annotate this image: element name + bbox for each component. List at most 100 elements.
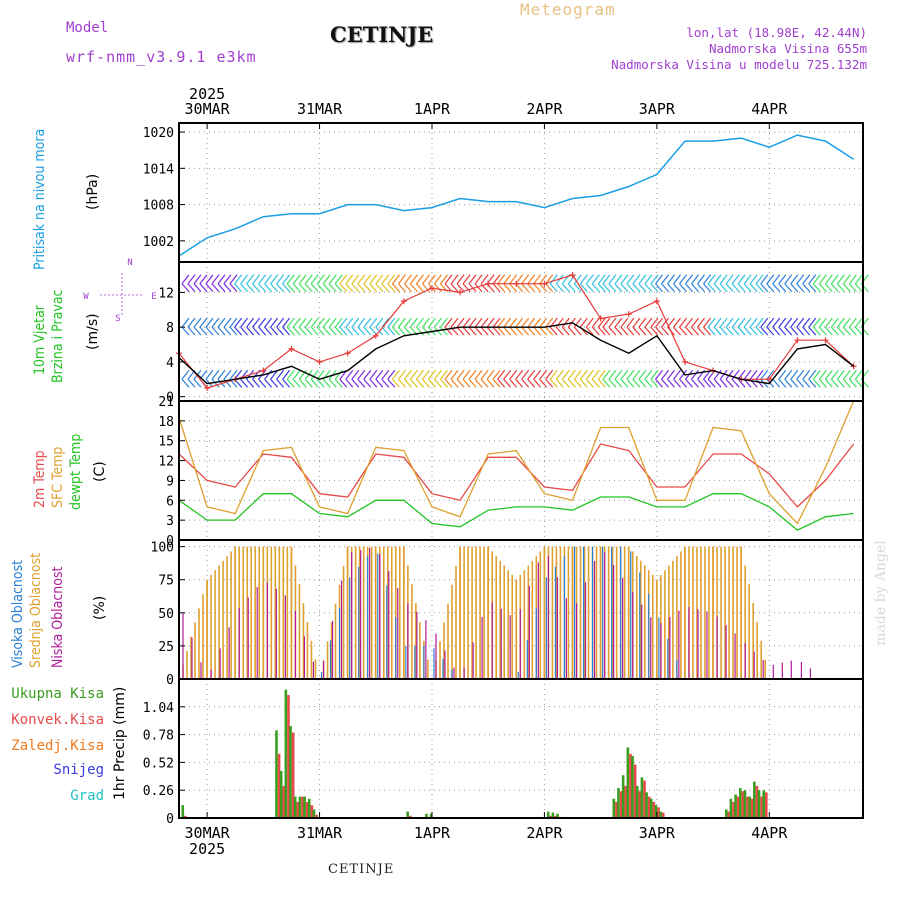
wind-direction-arrow: [755, 283, 764, 293]
wind-unit-label: (m/s): [85, 313, 101, 350]
precip-convective-bar: [661, 812, 665, 818]
precip-total-bar: [631, 755, 634, 818]
wind-direction-arrow: [796, 274, 805, 285]
wind-direction-arrow: [802, 369, 811, 380]
wind-direction-arrow: [304, 378, 313, 388]
wind-direction-arrow: [731, 317, 740, 328]
wind-direction-arrow: [276, 326, 285, 336]
wind-direction-arrow: [264, 317, 273, 328]
wind-direction-arrow: [223, 369, 232, 380]
wind-direction-arrow: [282, 378, 291, 388]
wind-direction-arrow: [440, 326, 448, 336]
wind-direction-arrow: [381, 378, 390, 388]
top-date-label: 31MAR: [297, 100, 343, 118]
precip-convective-bar: [277, 753, 281, 818]
wind-direction-arrow: [632, 274, 641, 285]
wind-direction-arrow: [620, 378, 629, 388]
wind-direction-arrow: [667, 378, 675, 388]
footer-station: CETINJE: [328, 862, 395, 877]
wind-direction-arrow: [766, 369, 775, 380]
wind-direction-arrow: [719, 378, 728, 388]
wind-direction-arrow: [270, 317, 279, 328]
wind-gust-marker: [372, 332, 379, 339]
wind-direction-arrow: [561, 283, 570, 293]
wind-direction-arrow: [468, 283, 477, 293]
wind-direction-arrow: [392, 378, 400, 388]
wind-direction-arrow: [351, 274, 360, 285]
wind-direction-arrow: [766, 274, 775, 285]
wind-direction-arrow: [229, 283, 238, 293]
wind-direction-arrow: [585, 283, 594, 293]
wind-direction-arrow: [655, 283, 663, 293]
wind-direction-arrow: [796, 317, 805, 328]
wind-direction-arrow: [462, 283, 471, 293]
wind-direction-arrow: [404, 326, 412, 336]
wind-direction-arrow: [421, 317, 430, 328]
station-elevation: Nadmorska Visina 655m: [708, 41, 867, 56]
wind-direction-arrow: [743, 317, 752, 328]
model-label: Model: [66, 20, 109, 36]
wind-axis-title-2: Brzina i Pravac: [50, 289, 66, 383]
precip-total-bar: [279, 770, 283, 818]
wind-direction-arrow: [573, 274, 582, 285]
wind-direction-arrow: [211, 274, 220, 285]
wind-direction-arrow: [369, 378, 378, 388]
wind-direction-arrow: [398, 326, 406, 336]
wind-direction-arrow: [644, 378, 653, 388]
wind-direction-arrow: [240, 326, 249, 336]
wind-direction-arrow: [334, 326, 343, 336]
wind-direction-arrow: [549, 326, 558, 336]
temperature-panel-frame: [178, 400, 864, 541]
wind-direction-arrow: [854, 274, 863, 285]
wind-direction-arrow: [416, 326, 424, 336]
wind-direction-arrow: [509, 283, 518, 293]
precip-convective-bar: [629, 753, 632, 818]
precip-total-bar: [738, 788, 742, 818]
wind-direction-arrow: [790, 274, 799, 285]
precip-total-bar: [762, 790, 766, 818]
wind-direction-arrow: [749, 283, 758, 293]
y-tick-label: 1.04: [143, 701, 174, 716]
compass-e-label: E: [151, 292, 156, 302]
wind-direction-arrow: [181, 283, 190, 293]
wind-direction-arrow: [650, 317, 659, 328]
wind-direction-arrow: [211, 369, 220, 380]
wind-direction-arrow: [357, 326, 366, 336]
wind-direction-arrow: [240, 378, 249, 388]
precip-total-bar: [734, 794, 737, 818]
wind-direction-arrow: [854, 326, 863, 336]
wind-direction-arrow: [252, 283, 261, 293]
wind-direction-arrow: [737, 283, 746, 293]
wind-direction-arrow: [252, 378, 261, 388]
wind-direction-arrow: [614, 378, 623, 388]
precip-convective-bar: [315, 814, 318, 818]
wind-direction-arrow: [339, 317, 348, 328]
wind-direction-arrow: [778, 369, 787, 380]
precip-total-bar: [425, 813, 428, 818]
wind-direction-arrow: [462, 378, 471, 388]
wind-direction-arrow: [539, 283, 548, 293]
wind-direction-arrow: [585, 317, 594, 328]
wind-direction-arrow: [796, 369, 805, 380]
wind-direction-arrow: [252, 274, 261, 285]
y-tick-label: 100: [151, 541, 174, 556]
wind-direction-arrow: [685, 326, 693, 336]
wind-direction-arrow: [375, 378, 384, 388]
wind-direction-arrow: [375, 369, 384, 380]
wind-direction-arrow: [737, 378, 746, 388]
wind-direction-arrow: [316, 283, 325, 293]
wind-direction-arrow: [397, 274, 406, 285]
wind-direction-arrow: [796, 378, 805, 388]
precip-convective-bar: [554, 815, 557, 818]
bottom-date-label: 2APR: [526, 824, 563, 842]
wind-gust-marker: [457, 289, 464, 296]
wind-direction-arrow: [707, 274, 716, 285]
precip-total-bar: [645, 792, 648, 818]
wind-direction-arrow: [673, 369, 682, 380]
precip-convective-bar: [736, 796, 740, 818]
top-date-label: 3APR: [639, 100, 676, 118]
wind-direction-arrow: [626, 369, 635, 380]
wind-direction-arrow: [573, 326, 582, 336]
wind-direction-arrow: [725, 274, 734, 285]
wind-direction-arrow: [784, 378, 793, 388]
